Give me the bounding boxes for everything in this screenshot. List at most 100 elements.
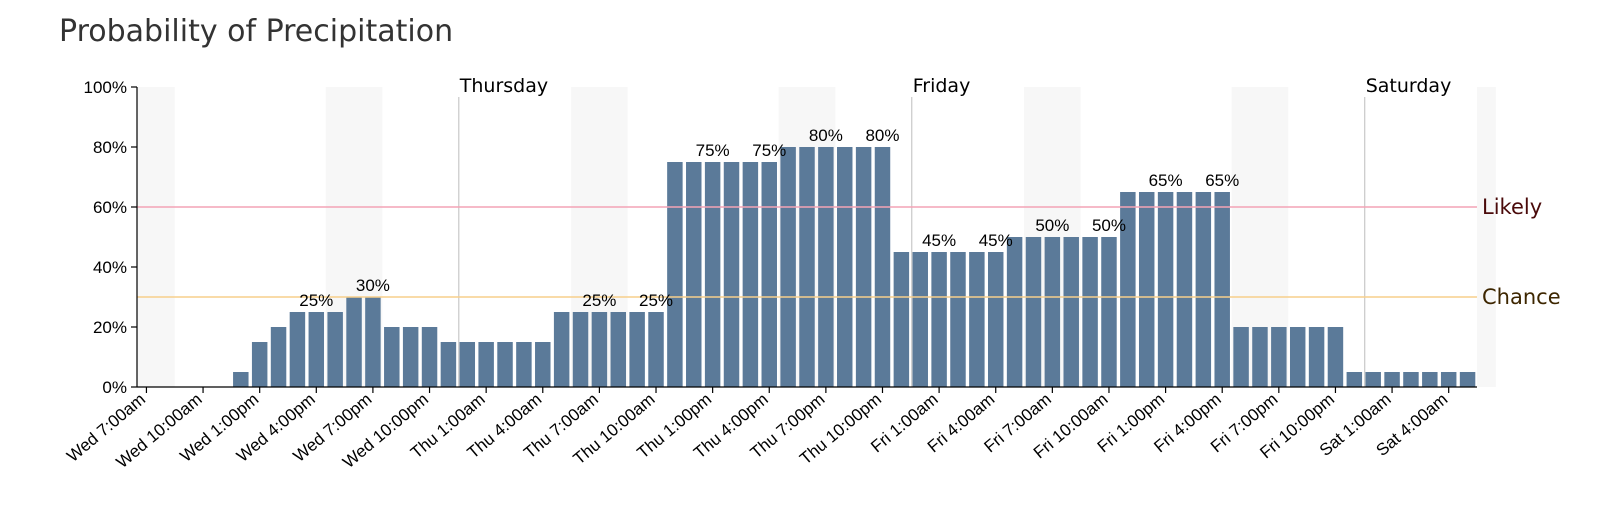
bar — [1195, 192, 1212, 387]
bar — [233, 372, 249, 387]
bar — [818, 147, 834, 387]
bar — [346, 297, 362, 387]
threshold-label: Chance — [1482, 285, 1561, 309]
bar — [365, 297, 381, 387]
bar — [535, 342, 551, 387]
y-tick-label: 100% — [84, 78, 127, 97]
bar — [327, 312, 343, 387]
bar — [1308, 327, 1325, 387]
bar — [1271, 327, 1287, 387]
y-tick-label: 20% — [93, 318, 127, 337]
bar-value-label: 80% — [809, 126, 843, 145]
bar — [308, 312, 325, 387]
bar — [1025, 237, 1042, 387]
day-label: Saturday — [1366, 75, 1452, 97]
bar — [855, 147, 872, 387]
night-band — [1477, 87, 1496, 387]
bar-series — [233, 147, 1476, 387]
bar — [1214, 192, 1230, 387]
day-divider-lines — [458, 97, 1366, 387]
bar — [1006, 237, 1023, 387]
bar — [969, 252, 985, 387]
bar-value-label: 45% — [922, 231, 956, 250]
bar — [1101, 237, 1117, 387]
bar-value-label: 25% — [299, 291, 333, 310]
bar — [1459, 372, 1476, 387]
bar — [402, 327, 419, 387]
bar — [837, 147, 853, 387]
bar — [1044, 237, 1061, 387]
bar — [912, 252, 928, 387]
bar — [1403, 372, 1419, 387]
bar — [478, 342, 494, 387]
bar — [950, 252, 966, 387]
bar — [1176, 192, 1193, 387]
bar-value-label: 30% — [356, 276, 390, 295]
bar — [459, 342, 476, 387]
bar — [1233, 327, 1249, 387]
bar — [648, 312, 664, 387]
bar — [572, 312, 589, 387]
bar-value-label: 65% — [1149, 171, 1183, 190]
bar — [1327, 327, 1344, 387]
bar — [440, 342, 457, 387]
bar-value-label: 80% — [865, 126, 899, 145]
bar — [1138, 192, 1155, 387]
bar — [384, 327, 400, 387]
bar — [1063, 237, 1079, 387]
night-band — [137, 87, 175, 387]
bar — [497, 342, 513, 387]
bar-value-label: 75% — [696, 141, 730, 160]
bar — [742, 162, 759, 387]
bar — [610, 312, 627, 387]
y-tick-label: 60% — [93, 198, 127, 217]
bar — [1422, 372, 1438, 387]
bar — [1082, 237, 1098, 387]
bar — [1157, 192, 1174, 387]
bar — [516, 342, 532, 387]
bar — [799, 147, 815, 387]
bar — [1252, 327, 1268, 387]
bar — [1384, 372, 1400, 387]
bar-value-label: 25% — [639, 291, 673, 310]
bar — [1365, 372, 1381, 387]
bar-value-label: 45% — [979, 231, 1013, 250]
bar — [780, 147, 796, 387]
bar — [931, 252, 947, 387]
y-tick-label: 0% — [102, 378, 127, 397]
bar — [1289, 327, 1306, 387]
bar — [421, 327, 438, 387]
bar — [1120, 192, 1136, 387]
day-label: Friday — [913, 75, 971, 97]
bar — [1346, 372, 1363, 387]
bar — [761, 162, 777, 387]
chart-title: Probability of Precipitation — [59, 14, 454, 49]
bar — [251, 342, 268, 387]
bar — [629, 312, 645, 387]
bar-value-label: 65% — [1205, 171, 1239, 190]
bar-value-label: 50% — [1035, 216, 1069, 235]
bar — [893, 252, 910, 387]
bar — [1440, 372, 1457, 387]
bar — [987, 252, 1004, 387]
bar — [874, 147, 891, 387]
bar — [667, 162, 683, 387]
threshold-lines: Likely Chance — [137, 195, 1561, 309]
y-tick-label: 80% — [93, 138, 127, 157]
bar-value-labels: 25% 30% 25% 25% 75% 75% 80% 80% 45% 45% 50% 50% 65% 6… — [299, 126, 1239, 310]
day-label: Thursday — [459, 75, 548, 97]
bar — [553, 312, 570, 387]
bar — [270, 327, 287, 387]
bar — [686, 162, 702, 387]
bar — [289, 312, 306, 387]
bar — [591, 312, 608, 387]
y-tick-label: 40% — [93, 258, 127, 277]
bar — [704, 162, 721, 387]
bar-value-label: 50% — [1092, 216, 1126, 235]
bar — [723, 162, 740, 387]
threshold-label: Likely — [1482, 195, 1542, 219]
bar-value-label: 25% — [582, 291, 616, 310]
bar-value-label: 75% — [752, 141, 786, 160]
day-labels: Thursday Friday Saturday — [459, 75, 1452, 97]
